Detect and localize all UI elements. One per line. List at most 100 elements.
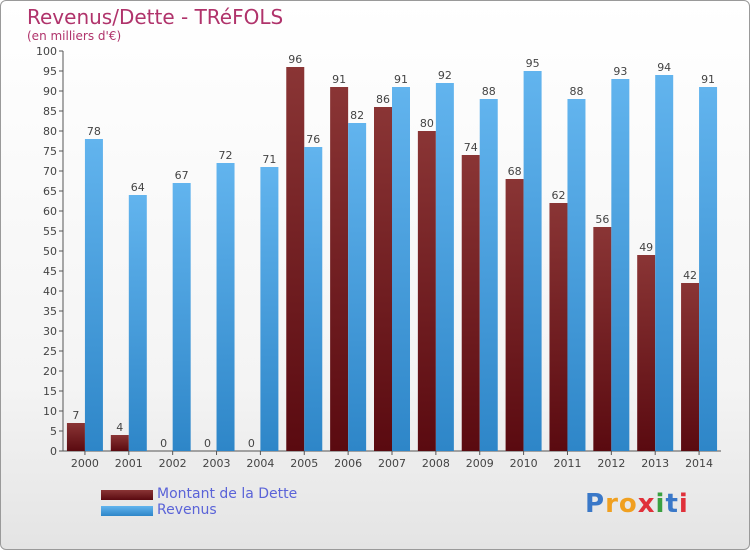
y-tick-label: 30: [43, 325, 57, 338]
data-label: 49: [639, 241, 653, 254]
data-label: 88: [482, 85, 496, 98]
data-label: 93: [613, 65, 627, 78]
logo-letter: x: [637, 489, 656, 519]
data-label: 0: [248, 437, 255, 450]
x-tick-label: 2011: [553, 457, 581, 470]
bar-dette: [549, 203, 568, 451]
data-label: 0: [204, 437, 211, 450]
y-tick-label: 10: [43, 405, 57, 418]
bar-revenus: [435, 83, 454, 451]
data-label: 72: [219, 149, 233, 162]
data-label: 92: [438, 69, 452, 82]
y-tick-label: 45: [43, 265, 57, 278]
x-tick-label: 2002: [159, 457, 187, 470]
bar-revenus: [304, 147, 323, 451]
y-tick-label: 70: [43, 165, 57, 178]
legend-swatch-revenus: [101, 506, 153, 516]
y-tick-label: 80: [43, 125, 57, 138]
y-tick-label: 40: [43, 285, 57, 298]
bar-revenus: [216, 163, 235, 451]
data-label: 80: [420, 117, 434, 130]
bar-dette: [110, 435, 129, 451]
data-label: 94: [657, 61, 671, 74]
x-tick-label: 2007: [378, 457, 406, 470]
bar-revenus: [348, 123, 367, 451]
data-label: 86: [376, 93, 390, 106]
logo-letter: t: [665, 489, 679, 519]
y-tick-label: 5: [50, 425, 57, 438]
bar-revenus: [523, 71, 542, 451]
logo-letter: r: [605, 489, 619, 519]
y-tick-label: 95: [43, 65, 57, 78]
x-tick-label: 2001: [115, 457, 143, 470]
chart-subtitle: (en milliers d'€): [27, 29, 122, 43]
chart-title: Revenus/Dette - TRéFOLS: [27, 5, 284, 29]
y-tick-label: 0: [50, 445, 57, 458]
data-label: 4: [116, 421, 123, 434]
bar-dette: [66, 423, 85, 451]
bar-revenus: [611, 79, 630, 451]
x-tick-label: 2004: [246, 457, 274, 470]
bar-revenus: [392, 87, 410, 451]
bar-dette: [505, 179, 524, 451]
y-tick-label: 90: [43, 85, 57, 98]
data-label: 82: [350, 109, 364, 122]
bar-dette: [417, 131, 436, 451]
bar-dette: [637, 255, 656, 451]
data-label: 56: [595, 213, 609, 226]
bar-revenus: [699, 87, 718, 451]
x-tick-label: 2009: [466, 457, 494, 470]
x-tick-label: 2014: [685, 457, 713, 470]
y-tick-label: 15: [43, 385, 57, 398]
data-label: 88: [569, 85, 583, 98]
data-label: 95: [526, 57, 540, 70]
bar-dette: [461, 155, 480, 451]
y-tick-label: 85: [43, 105, 57, 118]
data-label: 71: [262, 153, 276, 166]
data-label: 74: [464, 141, 478, 154]
x-axis: 2000 2001 2002 2003 2004 2005 2006 2007 2008 2009…: [63, 450, 721, 470]
x-tick-label: 2008: [422, 457, 450, 470]
bar-dette: [593, 227, 612, 451]
bar-revenus: [655, 75, 674, 451]
bar-dette: [374, 107, 392, 451]
data-label: 91: [701, 73, 715, 86]
data-label: 64: [131, 181, 145, 194]
data-label: 68: [508, 165, 522, 178]
data-label: 67: [175, 169, 189, 182]
y-tick-label: 100: [36, 45, 57, 58]
bar-revenus: [84, 139, 103, 451]
data-label: 0: [160, 437, 167, 450]
logo-letter: i: [678, 489, 689, 519]
bar-revenus: [128, 195, 147, 451]
bar-dette: [681, 283, 700, 451]
x-tick-label: 2013: [641, 457, 669, 470]
x-tick-label: 2005: [290, 457, 318, 470]
y-tick-label: 20: [43, 365, 57, 378]
x-tick-label: 2003: [203, 457, 231, 470]
legend-swatch-dette: [101, 490, 153, 500]
data-label: 76: [306, 133, 320, 146]
y-tick-label: 55: [43, 225, 57, 238]
y-tick-label: 60: [43, 205, 57, 218]
x-tick-label: 2010: [510, 457, 538, 470]
bars: [66, 67, 718, 451]
data-label: 62: [551, 189, 565, 202]
data-label: 91: [394, 73, 408, 86]
data-label: 96: [288, 53, 302, 66]
proxiti-logo: Proxiti: [585, 489, 689, 519]
bar-dette: [330, 87, 349, 451]
data-label: 78: [87, 125, 101, 138]
data-label: 91: [332, 73, 346, 86]
bar-revenus: [172, 183, 191, 451]
bar-revenus: [260, 167, 279, 451]
logo-letter: o: [618, 489, 638, 519]
x-tick-label: 2006: [334, 457, 362, 470]
data-label: 7: [72, 409, 79, 422]
bar-revenus: [479, 99, 498, 451]
x-tick-label: 2012: [597, 457, 625, 470]
y-tick-label: 65: [43, 185, 57, 198]
